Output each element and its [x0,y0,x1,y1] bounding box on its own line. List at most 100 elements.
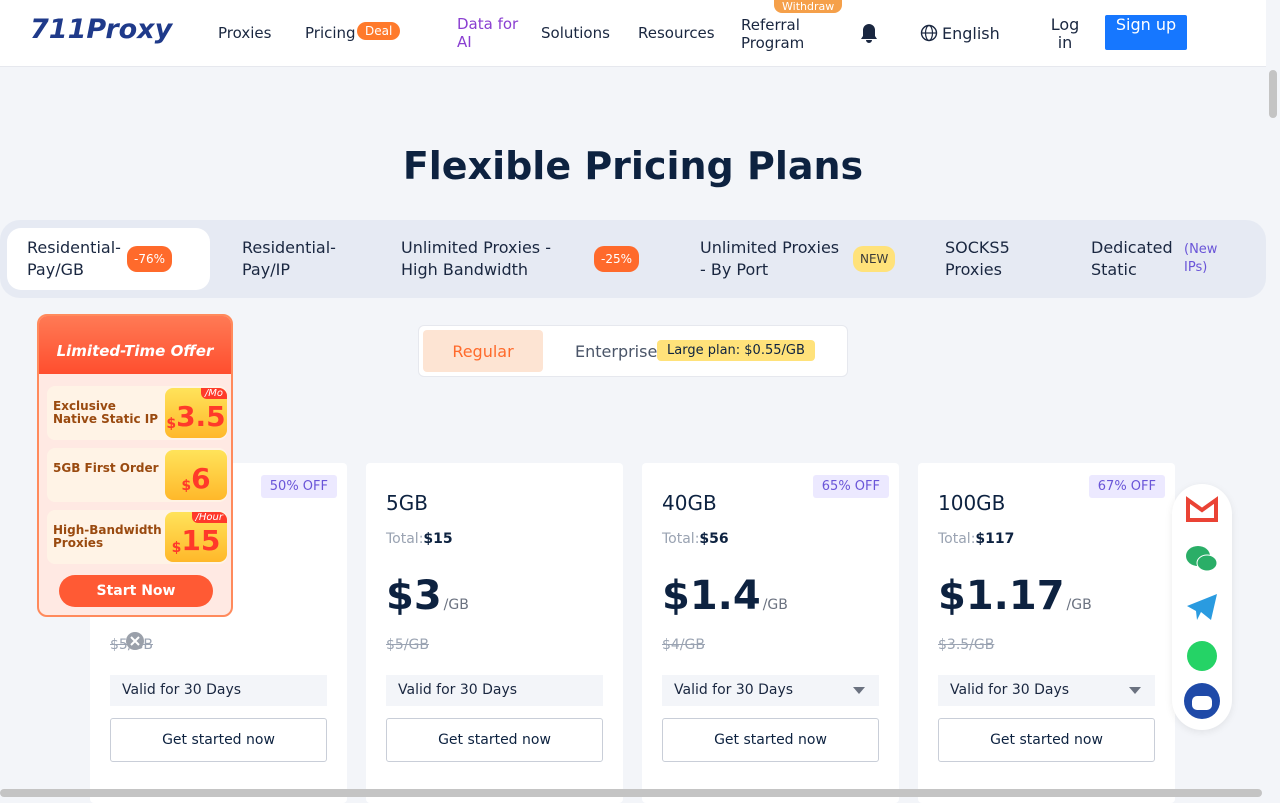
price-unit: /GB [762,597,788,613]
h-scrollbar [0,789,1262,797]
toggle-enterprise[interactable]: Enterprise [575,342,658,361]
tab[interactable]: Unlimited Proxies - By Port NEW [680,228,900,290]
promo-item-label: Exclusive Native Static IP [53,399,159,426]
promo-price-box: $6 [165,450,227,500]
page-title: Flexible Pricing Plans [402,144,864,188]
whatsapp-icon[interactable] [1186,640,1218,672]
total-label: Total: [386,531,424,547]
price-value: $3 [386,573,442,619]
promo-currency: $ [181,478,192,494]
nav-solutions[interactable]: Solutions [541,24,610,42]
tab-label: Residential-Pay/IP [242,238,336,279]
header: 711Proxy Proxies Pricing Deal Data for A… [0,0,1266,67]
plan-price: $3/GB [386,573,469,619]
promo-button[interactable]: Start Now [59,575,213,607]
login[interactable]: Log in [1050,15,1080,52]
original-price: $4/GB [662,637,705,653]
promo-item[interactable]: High-Bandwidth Proxies $15/Hour [47,510,227,564]
discount-badge: 65% OFF [812,475,889,498]
cta-button[interactable]: Get started now [938,718,1155,762]
tab-badge: NEW [853,246,896,272]
original-price: $3.5/GB [938,637,995,653]
plan-price: $1.4/GB [662,573,788,619]
promo-currency: $ [171,540,182,556]
plan-name: 40GB [662,491,717,515]
tab-badge: -25% [594,246,640,272]
plan-toggle: Regular Enterprise Large plan: $0.55/GB [418,325,848,377]
total-value: $56 [699,531,729,547]
tab-label: Unlimited Proxies - By Port [700,238,840,279]
nav-proxies[interactable]: Proxies [218,24,272,42]
validity-text: Valid for 30 Days [674,682,794,698]
promo-item[interactable]: Exclusive Native Static IP $3.5/Mo [47,386,227,440]
price-value: $1.4 [662,573,761,619]
promo-currency: $ [166,416,177,432]
tab-label: Unlimited Proxies - High Bandwidth [401,238,551,279]
validity-select[interactable]: Valid for 30 Days [662,675,879,706]
globe-icon [920,24,938,42]
promo-price: 3.5 [176,400,226,433]
promo-price: 15 [181,524,221,557]
tab[interactable]: Dedicated Static (New IPs) [1071,228,1251,290]
discount-badge: 67% OFF [1088,475,1165,498]
promo-title: Limited-Time Offer [39,316,231,374]
nav-data-ai[interactable]: Data for AI [457,15,519,51]
tab[interactable]: Residential-Pay/GB -76% [7,228,210,290]
cta-button[interactable]: Get started now [386,718,603,762]
promo-unit: /Hour [191,512,227,523]
toggle-regular[interactable]: Regular [423,330,543,372]
dropdown-arrow [1129,687,1141,694]
validity-select: Valid for 30 Days [386,675,603,706]
validity-select: Valid for 30 Days [110,675,327,706]
wechat-icon[interactable] [1185,544,1219,574]
promo-item-label: High-Bandwidth Proxies [53,523,162,550]
gmail-icon[interactable] [1186,496,1218,522]
tab[interactable]: Residential-Pay/IP [222,228,342,290]
total-label: Total: [662,531,700,547]
nav-referral[interactable]: Referral Program [741,16,805,52]
signup-button[interactable]: Sign up [1105,15,1187,50]
original-price: $5/GB [386,637,429,653]
tab-badge: (New IPs) [1184,242,1218,275]
telegram-icon[interactable] [1185,592,1219,622]
bot-icon[interactable] [1183,682,1221,720]
plan-card: 65% OFF 40GB Total: $56 $1.4/GB $4/GB Valid fo… [642,463,899,803]
price-unit: /GB [443,597,469,613]
language[interactable]: English [942,24,1000,43]
cta-button[interactable]: Get started now [662,718,879,762]
validity-select[interactable]: Valid for 30 Days [938,675,1155,706]
withdraw-badge: Withdraw [774,0,843,13]
validity-text: Valid for 30 Days [950,682,1070,698]
contact-bar [1172,484,1232,730]
dropdown-arrow [853,687,865,694]
tab[interactable]: Unlimited Proxies - High Bandwidth -25% [381,228,651,290]
nav-resources[interactable]: Resources [638,24,715,42]
scrollbar [1269,70,1277,118]
promo-price: 6 [191,462,211,495]
total-value: $117 [975,531,1015,547]
tab[interactable]: SOCKS5 Proxies [925,228,1045,290]
cta-button[interactable]: Get started now [110,718,327,762]
validity-text: Valid for 30 Days [398,682,518,698]
price-unit: /GB [1066,597,1092,613]
promo-item-label: 5GB First Order [53,461,159,475]
plan-name: 100GB [938,491,1006,515]
logo[interactable]: 711Proxy [30,14,173,45]
promo-popup: Limited-Time Offer Start Now Exclusive N… [37,314,233,617]
plan-name: 5GB [386,491,428,515]
promo-unit: /Mo [200,388,227,399]
plan-card: 5GB Total: $15 $3/GB $5/GB Valid for 30 Days G… [366,463,623,803]
nav-pricing[interactable]: Pricing [305,24,356,42]
plan-total: Total: $56 [662,531,729,547]
tab-badge: -76% [127,246,173,272]
bell-icon[interactable] [860,23,878,43]
total-label: Total: [938,531,976,547]
tab-label: Residential-Pay/GB [27,238,121,279]
price-value: $1.17 [938,573,1065,619]
tab-label: SOCKS5 Proxies [945,238,1010,279]
plan-total: Total: $117 [938,531,1014,547]
promo-close[interactable] [125,631,145,651]
promo-item[interactable]: 5GB First Order $6 [47,448,227,502]
